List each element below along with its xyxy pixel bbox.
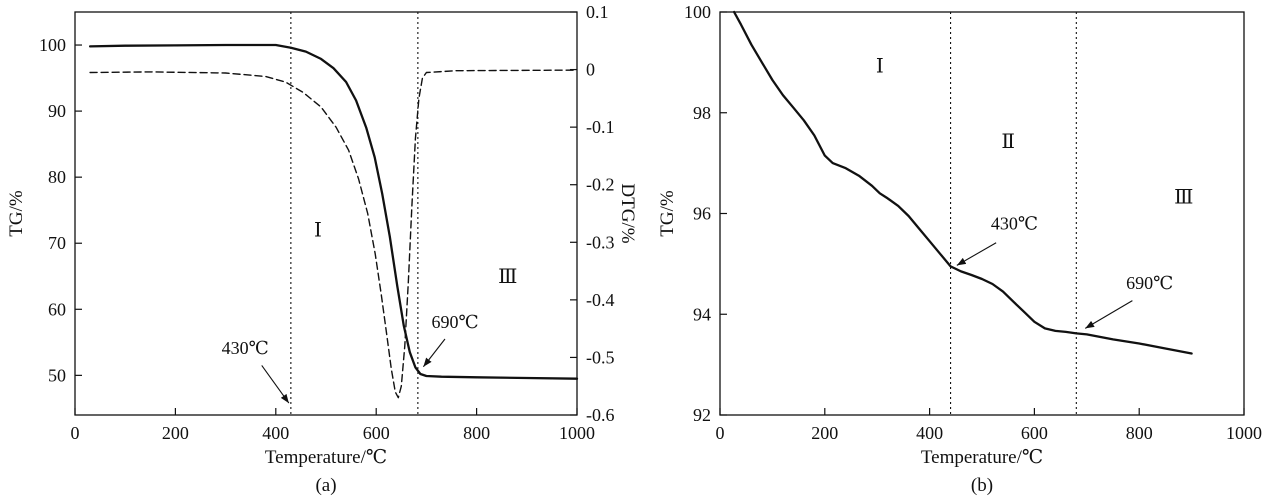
annotation-label: 690℃: [431, 312, 478, 332]
x-tick-label: 200: [811, 423, 838, 443]
y-left-tick-label: 50: [48, 365, 66, 385]
y-right-tick-label: -0.1: [586, 117, 615, 137]
x-axis-label: Temperature/℃: [921, 447, 1043, 468]
panel-sublabel: (a): [315, 475, 336, 496]
y-left-axis-label: TG/%: [657, 190, 678, 237]
x-tick-label: 200: [162, 423, 189, 443]
x-axis-label: Temperature/℃: [265, 447, 387, 468]
y-left-tick-label: 80: [48, 167, 66, 187]
annotation-arrow: [1084, 300, 1133, 329]
annotation-arrow: [422, 338, 446, 368]
x-tick-label: 800: [463, 423, 490, 443]
y-left-tick-label: 100: [684, 2, 711, 22]
region-label: Ⅰ: [314, 220, 322, 242]
annotation-label: 430℃: [991, 214, 1038, 234]
tg-curve: [88, 43, 579, 380]
x-tick-label: 0: [716, 423, 725, 443]
x-tick-label: 1000: [559, 423, 595, 443]
y-left-tick-label: 98: [693, 103, 711, 123]
y-left-tick-label: 100: [39, 35, 66, 55]
plot-border: [74, 11, 578, 416]
tg-curve: [732, 10, 1193, 355]
y-left-tick-label: 60: [48, 299, 66, 319]
y-right-tick-label: -0.6: [586, 405, 615, 425]
annotation-label: 690℃: [1126, 273, 1173, 293]
y-right-tick-label: -0.4: [586, 290, 615, 310]
y-left-tick-label: 92: [693, 405, 711, 425]
chart-panel-a: 0 200 400 600 800 1000 50 60 70 80 90 100 0.1 0 -0.1 -0…: [6, 2, 635, 496]
region-label: Ⅲ: [1174, 186, 1193, 208]
x-tick-label: 400: [262, 423, 289, 443]
y-left-tick-label: 90: [48, 101, 66, 121]
x-tick-label: 600: [1021, 423, 1048, 443]
panel-sublabel: (b): [971, 475, 993, 496]
x-tick-label: 1000: [1226, 423, 1262, 443]
y-right-tick-label: 0.1: [586, 2, 609, 22]
y-right-tick-label: -0.2: [586, 175, 615, 195]
annotation-arrow: [261, 365, 290, 404]
chart-panel-b: 0 200 400 600 800 1000 92 94 96 98 100 TG/% Temperat…: [657, 2, 1262, 496]
annotation-arrow: [956, 242, 997, 266]
y-right-tick-label: 0: [586, 60, 595, 80]
x-tick-label: 800: [1126, 423, 1153, 443]
x-tick-label: 600: [363, 423, 390, 443]
y-left-tick-label: 94: [693, 304, 711, 324]
dtg-curve: [89, 69, 578, 399]
y-left-tick-label: 70: [48, 233, 66, 253]
x-tick-label: 0: [71, 423, 80, 443]
y-right-tick-label: -0.5: [586, 347, 615, 367]
plot-border: [719, 11, 1245, 416]
y-right-axis-label: DTG/%: [617, 183, 635, 243]
region-label: Ⅱ: [1001, 131, 1015, 153]
y-left-axis-label: TG/%: [6, 190, 27, 237]
y-right-tick-label: -0.3: [586, 232, 615, 252]
region-label: Ⅰ: [876, 55, 884, 77]
region-label: Ⅲ: [498, 266, 517, 288]
x-tick-label: 400: [916, 423, 943, 443]
y-left-tick-label: 96: [693, 204, 711, 224]
annotation-label: 430℃: [222, 338, 269, 358]
